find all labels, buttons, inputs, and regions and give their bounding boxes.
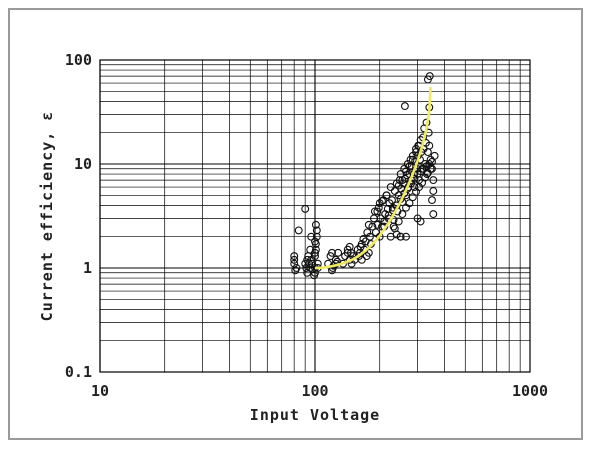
data-point bbox=[400, 102, 409, 111]
data-point bbox=[398, 176, 407, 185]
data-point bbox=[405, 199, 414, 208]
x-axis-title: Input Voltage bbox=[250, 406, 380, 424]
data-point bbox=[423, 169, 432, 177]
data-point bbox=[291, 266, 300, 275]
y-axis-title: Current efficiency, ε bbox=[38, 111, 56, 322]
data-point bbox=[362, 252, 371, 261]
y-tick-label: 10 bbox=[74, 155, 92, 173]
data-point bbox=[312, 226, 321, 235]
x-tick-label: 100 bbox=[301, 382, 328, 400]
data-point bbox=[429, 187, 438, 195]
data-point bbox=[408, 155, 417, 164]
data-point bbox=[363, 228, 372, 237]
data-point bbox=[388, 196, 396, 205]
grid bbox=[99, 60, 530, 373]
data-point bbox=[371, 228, 380, 237]
data-point bbox=[365, 232, 374, 241]
data-point bbox=[311, 220, 320, 229]
data-point bbox=[294, 226, 303, 235]
data-point bbox=[405, 162, 414, 171]
data-point bbox=[425, 72, 434, 81]
data-point bbox=[347, 248, 355, 257]
data-point bbox=[305, 259, 314, 268]
data-point bbox=[311, 245, 320, 254]
data-point bbox=[378, 197, 386, 206]
data-point bbox=[334, 248, 343, 257]
y-tick-label: 100 bbox=[65, 51, 92, 69]
y-tick-label: 1 bbox=[83, 259, 92, 277]
plot-border bbox=[99, 59, 531, 373]
data-point bbox=[306, 264, 315, 272]
data-point bbox=[290, 252, 299, 261]
data-point bbox=[426, 164, 435, 173]
data-point bbox=[311, 237, 319, 246]
data-point bbox=[429, 176, 438, 185]
fit-curve bbox=[314, 86, 432, 270]
data-point bbox=[311, 248, 319, 257]
data-point bbox=[394, 217, 403, 226]
x-tick-label: 10 bbox=[91, 382, 109, 400]
data-point bbox=[328, 248, 336, 257]
x-tick-label: 1000 bbox=[512, 382, 548, 400]
chart-frame: 10 100 1000 0.1 1 10 100 Input Voltage Current… bbox=[8, 8, 583, 440]
data-point bbox=[301, 204, 310, 213]
data-point bbox=[374, 203, 383, 212]
data-point bbox=[375, 232, 384, 241]
data-point bbox=[373, 207, 382, 216]
data-point bbox=[394, 181, 403, 190]
data-point bbox=[402, 232, 410, 241]
data-point bbox=[307, 232, 316, 241]
data-point bbox=[382, 191, 391, 200]
chart: 10 100 1000 0.1 1 10 100 Input Voltage Current… bbox=[38, 51, 548, 424]
data-point bbox=[396, 232, 405, 241]
data-point bbox=[386, 183, 395, 192]
data-point bbox=[357, 255, 366, 264]
data-point bbox=[290, 255, 299, 264]
data-point bbox=[398, 210, 407, 219]
data-point bbox=[356, 242, 365, 251]
data-point bbox=[389, 222, 398, 231]
data-point bbox=[416, 217, 425, 226]
data-point bbox=[368, 222, 377, 231]
data-point bbox=[425, 141, 434, 150]
data-point bbox=[428, 196, 436, 205]
data-point bbox=[392, 230, 401, 239]
axis-ticks: 10 100 1000 0.1 1 10 100 bbox=[65, 51, 548, 400]
plot-marks bbox=[290, 72, 439, 280]
y-tick-label: 0.1 bbox=[65, 363, 92, 381]
data-point bbox=[429, 210, 438, 219]
data-point bbox=[303, 255, 312, 264]
